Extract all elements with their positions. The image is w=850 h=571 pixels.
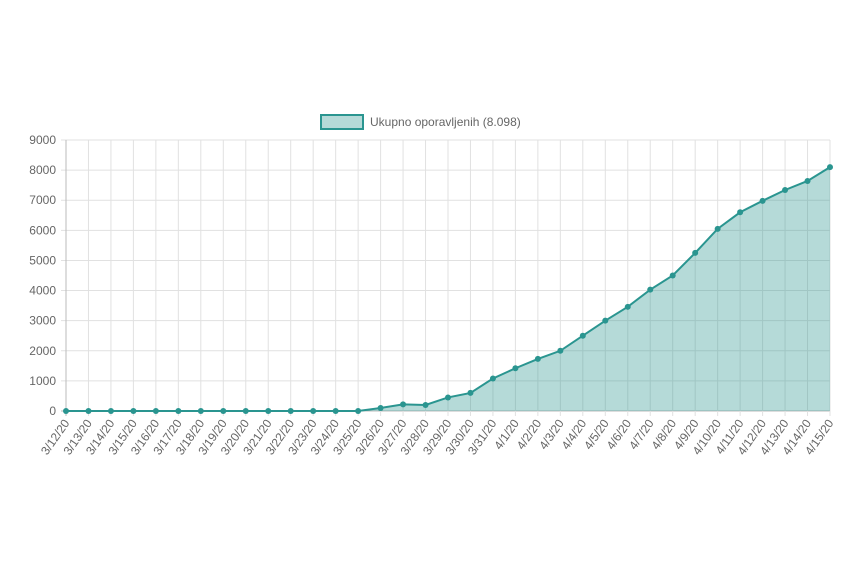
point xyxy=(220,408,227,414)
point xyxy=(579,332,586,339)
point xyxy=(827,164,833,171)
point xyxy=(265,408,272,414)
point xyxy=(107,408,114,414)
legend-swatch xyxy=(320,114,364,130)
point xyxy=(782,186,789,193)
point xyxy=(647,286,654,293)
area-fill xyxy=(66,167,830,411)
y-tick-label: 7000 xyxy=(29,193,56,207)
point xyxy=(197,408,204,414)
point xyxy=(85,408,92,414)
y-tick-label: 8000 xyxy=(29,163,56,177)
point xyxy=(759,197,766,204)
point xyxy=(737,209,744,216)
y-tick-label: 5000 xyxy=(29,253,56,267)
point xyxy=(332,408,339,414)
point xyxy=(804,177,811,184)
point xyxy=(669,272,676,279)
y-tick-label: 0 xyxy=(49,404,56,418)
y-tick-label: 3000 xyxy=(29,314,56,328)
point xyxy=(310,408,317,414)
point xyxy=(152,408,159,414)
point xyxy=(489,375,496,382)
point xyxy=(557,347,564,354)
point xyxy=(400,401,407,408)
point xyxy=(63,408,69,414)
y-tick-label: 1000 xyxy=(29,374,56,388)
y-tick-label: 2000 xyxy=(29,344,56,358)
y-tick-label: 6000 xyxy=(29,223,56,237)
y-tick-label: 4000 xyxy=(29,284,56,298)
point xyxy=(175,408,182,414)
point xyxy=(602,317,609,324)
point xyxy=(242,408,249,414)
point xyxy=(467,389,474,396)
point xyxy=(445,394,451,401)
y-tick-label: 9000 xyxy=(29,133,56,147)
point xyxy=(377,404,384,411)
point xyxy=(355,408,362,414)
point xyxy=(512,365,519,372)
point xyxy=(692,249,699,256)
point xyxy=(130,408,137,414)
point xyxy=(287,408,294,414)
point xyxy=(422,401,429,408)
point xyxy=(714,225,721,232)
legend-label: Ukupno oporavljenih (8.098) xyxy=(370,115,521,129)
point xyxy=(534,355,541,362)
point xyxy=(624,303,631,310)
